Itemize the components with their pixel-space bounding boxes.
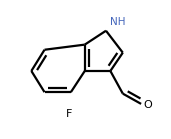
Text: NH: NH <box>110 17 125 27</box>
Text: O: O <box>144 100 153 110</box>
Text: F: F <box>66 109 73 119</box>
